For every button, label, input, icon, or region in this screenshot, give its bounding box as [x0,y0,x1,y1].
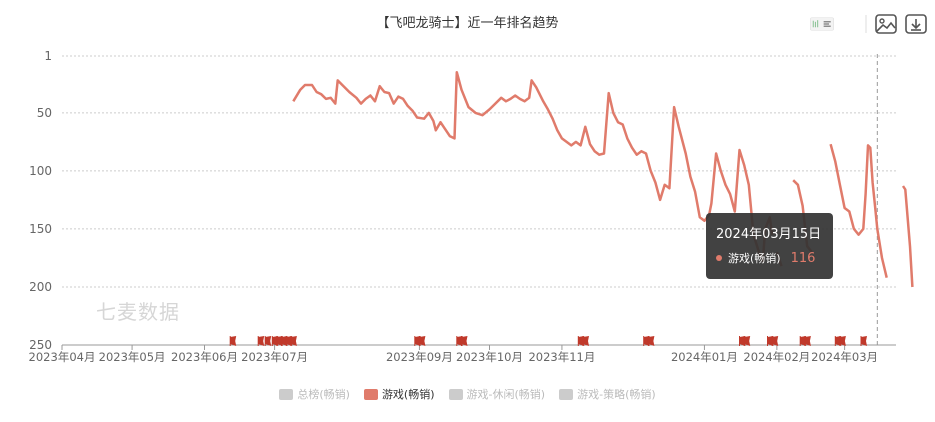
legend-label: 总榜(畅销) [297,388,350,401]
event-flag-icon [839,336,846,346]
x-tick-label: 2023年04月 [29,350,96,364]
y-tick-label: 200 [29,280,52,294]
y-tick-label: 250 [29,338,52,352]
tooltip-series-name: 游戏(畅销) [728,252,781,265]
chart-legend: 总榜(畅销) 游戏(畅销) 游戏-休闲(畅销) 游戏-策略(畅销) [0,386,935,402]
flag-body [772,336,779,346]
flag-body [265,336,272,346]
event-flag-icon [804,336,811,346]
event-flag-icon [743,336,751,346]
legend-item[interactable]: 总榜(畅销) [279,386,350,402]
flag-body [583,336,589,346]
x-tick-label: 2024年03月 [811,350,878,364]
x-tick-label: 2023年06月 [171,350,238,364]
event-flag-icon [257,336,265,346]
flag-body [230,336,237,346]
legend-swatch [559,388,574,400]
legend-label: 游戏(畅销) [381,388,435,401]
event-flag-icon [229,336,237,346]
legend-item[interactable]: 游戏-策略(畅销) [559,386,656,402]
event-flag-icon [647,336,655,346]
series-line [829,143,888,278]
series-line [292,70,774,263]
tooltip-date: 2024年03月15日 [716,227,822,242]
series-line [901,185,914,288]
legend-item[interactable]: 游戏-休闲(畅销) [448,386,546,402]
event-flag-icon [418,336,426,346]
flag-body [461,336,468,346]
event-flag-icon [582,336,589,346]
legend-swatch [448,388,463,400]
event-flag-icon [771,336,779,346]
x-tick-label: 2023年07月 [241,350,308,364]
y-tick-label: 1 [44,49,52,63]
x-tick-label: 2023年09月 [386,350,453,364]
chart-switch-icon[interactable] [810,12,854,36]
tooltip-row: 游戏(畅销) 116 [716,250,823,266]
image-icon[interactable] [874,12,898,36]
event-flag-icon [461,336,468,346]
flag-body [861,336,867,346]
watermark: 七麦数据 [96,300,180,324]
toolbar-divider [865,12,867,36]
event-flag-icon [264,336,272,346]
legend-item[interactable]: 游戏(畅销) [363,386,435,402]
x-tick-label: 2023年10月 [456,350,523,364]
legend-swatch [363,388,378,400]
x-tick-label: 2024年01月 [671,350,738,364]
chart-series [292,70,914,288]
x-axis: 2023年04月 2023年05月 2023年06月 2023年07月 2023年09月… [29,344,896,364]
event-flag-icon [860,336,867,346]
flag-body [290,336,297,346]
legend-label: 游戏-休闲(畅销) [466,388,546,401]
flag-body [839,336,846,346]
x-tick-label: 2024年02月 [743,350,810,364]
chart-tooltip: 2024年03月15日 游戏(畅销) 116 [706,213,833,279]
flag-body [258,336,265,346]
event-markers [229,336,867,346]
flag-body [804,336,811,346]
flag-body [744,336,751,346]
tooltip-series-dot [716,255,722,261]
x-tick-label: 2023年11月 [528,350,595,364]
legend-swatch [279,388,294,400]
legend-label: 游戏-策略(畅销) [577,388,656,401]
chart-grid [62,54,896,345]
x-tick-label: 2023年05月 [99,350,166,364]
flag-body [419,336,426,346]
y-tick-label: 100 [29,164,52,178]
chart-toolbar [0,12,935,38]
download-icon[interactable] [904,12,928,36]
event-flag-icon [290,336,297,346]
y-tick-label: 50 [37,106,52,120]
chart-title: 【飞吧龙骑士】近一年排名趋势 [376,16,559,31]
y-tick-label: 150 [29,222,52,236]
tooltip-value: 116 [790,250,816,266]
flag-body [648,336,655,346]
